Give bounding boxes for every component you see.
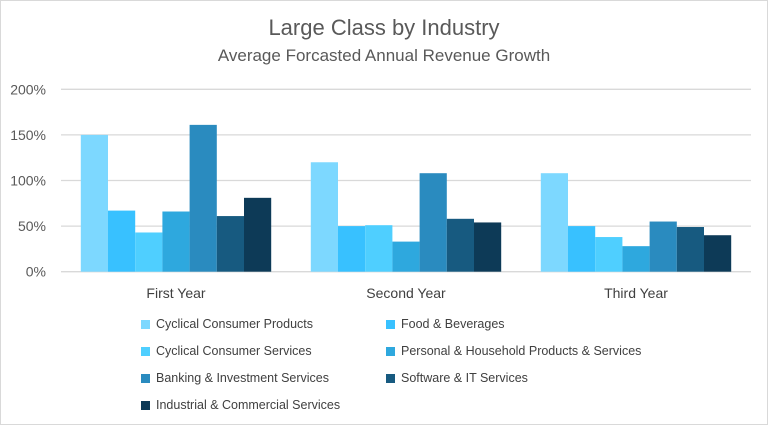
legend-item: Food & Beverages [386, 317, 505, 331]
legend-label: Cyclical Consumer Products [156, 317, 313, 331]
chart-subtitle: Average Forcasted Annual Revenue Growth [217, 46, 551, 65]
y-tick-label: 0% [26, 264, 46, 280]
legend-item: Cyclical Consumer Services [141, 344, 312, 358]
legend-swatch [141, 400, 150, 410]
bar-7-3 [704, 235, 732, 272]
legend-label: Food & Beverages [401, 317, 505, 331]
x-tick-label: Second Year [366, 285, 446, 301]
legend-swatch [141, 373, 150, 383]
y-tick-label: 100% [10, 173, 46, 189]
bar-4-1 [162, 211, 190, 272]
y-tick-label: 150% [10, 127, 46, 143]
bar-6-1 [216, 216, 244, 272]
legend-item: Software & IT Services [386, 371, 528, 385]
bar-3-1 [135, 232, 163, 272]
bar-5-1 [189, 124, 217, 272]
bar-5-2 [419, 173, 447, 272]
legend-swatch [386, 346, 395, 356]
legend-swatch [386, 319, 395, 329]
bar-3-3 [595, 237, 623, 272]
bar-6-3 [676, 227, 704, 272]
legend-item: Cyclical Consumer Products [141, 317, 313, 331]
bar-3-2 [365, 225, 393, 272]
bar-7-2 [474, 222, 502, 272]
bar-6-2 [446, 218, 474, 272]
legend-label: Cyclical Consumer Services [156, 344, 312, 358]
bar-7-1 [244, 197, 272, 272]
bar-1-3 [540, 173, 568, 272]
bar-4-3 [622, 246, 650, 272]
x-tick-label: Third Year [604, 285, 668, 301]
legend-item: Personal & Household Products & Services [386, 344, 641, 358]
legend-item: Banking & Investment Services [141, 371, 329, 385]
legend-item: Industrial & Commercial Services [141, 398, 340, 412]
bar-5-3 [649, 221, 677, 272]
y-tick-label: 200% [10, 81, 46, 97]
bar-4-2 [392, 241, 420, 272]
y-tick-label: 50% [18, 218, 46, 234]
bar-2-3 [568, 226, 596, 272]
legend-label: Software & IT Services [401, 371, 528, 385]
bar-1-2 [310, 162, 338, 272]
bar-1-1 [80, 134, 108, 272]
legend-swatch [141, 346, 150, 356]
chart-title: Large Class by Industry [268, 15, 500, 40]
bar-2-1 [108, 210, 136, 272]
legend-label: Banking & Investment Services [156, 371, 329, 385]
bar-2-2 [338, 226, 366, 272]
legend-label: Personal & Household Products & Services [401, 344, 642, 358]
legend-label: Industrial & Commercial Services [156, 398, 341, 412]
legend-swatch [386, 373, 395, 383]
legend-swatch [141, 319, 150, 329]
x-tick-label: First Year [146, 285, 205, 301]
